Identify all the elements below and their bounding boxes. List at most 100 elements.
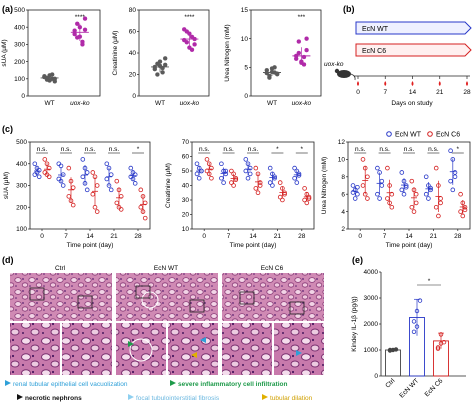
data-point — [379, 183, 385, 188]
y-axis-label: sUA (μM) — [1, 39, 8, 66]
arrowhead-yellow — [191, 352, 197, 358]
legend-dilation: tubular dilation — [270, 395, 313, 402]
data-point — [294, 180, 300, 185]
data-point — [82, 16, 88, 21]
y-tick-label: 0 — [132, 93, 136, 100]
y-tick-label: 60 — [182, 154, 190, 161]
ecn-wt-arrow — [355, 21, 472, 35]
data-point — [280, 197, 285, 203]
y-tick-label: 3000 — [364, 295, 379, 302]
y-tick-label: 500 — [14, 7, 25, 14]
data-point — [375, 165, 380, 171]
x-tick-label: uox-ko — [180, 100, 200, 107]
significance-label: n.s. — [61, 146, 72, 153]
data-point — [409, 178, 415, 184]
bar — [385, 349, 401, 377]
data-point — [114, 178, 120, 184]
y-tick-label: 6 — [341, 191, 345, 198]
data-point — [80, 157, 86, 162]
data-point — [80, 174, 86, 180]
y-tick-label: 80 — [129, 7, 137, 14]
data-point — [414, 324, 420, 329]
arrowhead-blue — [296, 350, 302, 356]
ecn-wt-arrow-label: EcN WT — [362, 26, 389, 33]
y-tick-label: 500 — [16, 139, 27, 146]
data-point — [162, 56, 168, 61]
y-tick-label: 100 — [16, 226, 27, 233]
data-point — [221, 180, 226, 185]
histology-ecn-wt-zoom-1 — [116, 323, 166, 375]
data-point — [411, 329, 417, 334]
y-tick-label: 0 — [21, 93, 25, 100]
panel-label-b: (b) — [343, 4, 355, 14]
data-point — [56, 161, 62, 167]
histology-ctrl-zoom-2 — [62, 323, 112, 375]
x-tick-label: 7 — [227, 233, 231, 240]
x-tick-label: uox-ko — [292, 100, 312, 107]
data-point — [70, 202, 76, 208]
y-tick-label: 10 — [182, 226, 190, 233]
plot-frame — [250, 9, 322, 97]
data-point — [413, 200, 419, 206]
data-point — [414, 308, 420, 314]
histology-ctrl-low — [10, 273, 112, 321]
y-tick-label: 100 — [14, 76, 25, 83]
data-point — [50, 72, 55, 77]
data-point — [264, 67, 269, 73]
y-tick-label: 5 — [244, 65, 248, 72]
timeline-tick-label: 0 — [356, 89, 360, 96]
data-point — [393, 347, 399, 352]
data-point — [80, 39, 85, 45]
legend-ecn-c6: EcN C6 — [436, 132, 460, 139]
chart-c-creatinine: 10 20 30 40 50 60 70 Creatinine (μM) 0 7 14 21 28 Tim… — [165, 139, 315, 249]
data-point — [255, 190, 261, 196]
data-point — [82, 27, 88, 32]
y-tick-label: 4 — [341, 209, 345, 216]
y-tick-label: 200 — [14, 59, 25, 66]
plot-frame — [191, 141, 315, 230]
data-point — [104, 176, 110, 182]
data-point — [66, 194, 72, 199]
y-tick-label: 10 — [338, 157, 346, 164]
data-point — [292, 175, 297, 181]
y-tick-label: 12 — [338, 139, 346, 146]
data-point — [229, 168, 234, 174]
data-point — [401, 191, 407, 197]
legend-marker-ecn-c6 — [427, 131, 433, 137]
x-tick-label: 0 — [358, 233, 362, 240]
y-tick-label: 4000 — [364, 269, 379, 276]
histology-title-ecn-c6: EcN C6 — [261, 265, 284, 272]
histology-title-ecn-wt: EcN WT — [154, 265, 178, 272]
data-point — [56, 176, 62, 182]
data-point — [243, 157, 249, 162]
data-point — [438, 200, 443, 206]
data-point — [379, 178, 385, 184]
data-point — [462, 207, 468, 213]
significance-label: *** — [298, 14, 306, 21]
y-axis-label: Urea Nitrogen (mM) — [321, 157, 328, 214]
y-tick-label: 20 — [129, 72, 137, 79]
data-point — [270, 183, 275, 188]
y-tick-label: 2000 — [364, 321, 379, 328]
data-point — [184, 40, 190, 45]
significance-label: * — [457, 146, 460, 153]
data-point — [423, 174, 429, 180]
data-point — [90, 191, 96, 197]
significance-label: n.s. — [109, 146, 120, 153]
data-point — [352, 196, 358, 201]
y-tick-label: 400 — [16, 161, 27, 168]
data-point — [360, 157, 366, 162]
data-point — [70, 185, 76, 190]
ecn-c6-arrow-label: EcN C6 — [362, 48, 386, 55]
data-point — [409, 204, 415, 210]
zoom-box — [289, 301, 305, 315]
data-point — [423, 191, 429, 197]
data-point — [114, 200, 120, 206]
histology-ecn-wt-low — [116, 273, 218, 321]
data-point — [385, 165, 390, 171]
histology-ecn-c6-low — [222, 273, 324, 321]
blood-drop-icon — [466, 81, 468, 86]
data-point — [66, 165, 72, 171]
blood-drop-icon — [384, 81, 387, 86]
data-point — [411, 319, 417, 324]
